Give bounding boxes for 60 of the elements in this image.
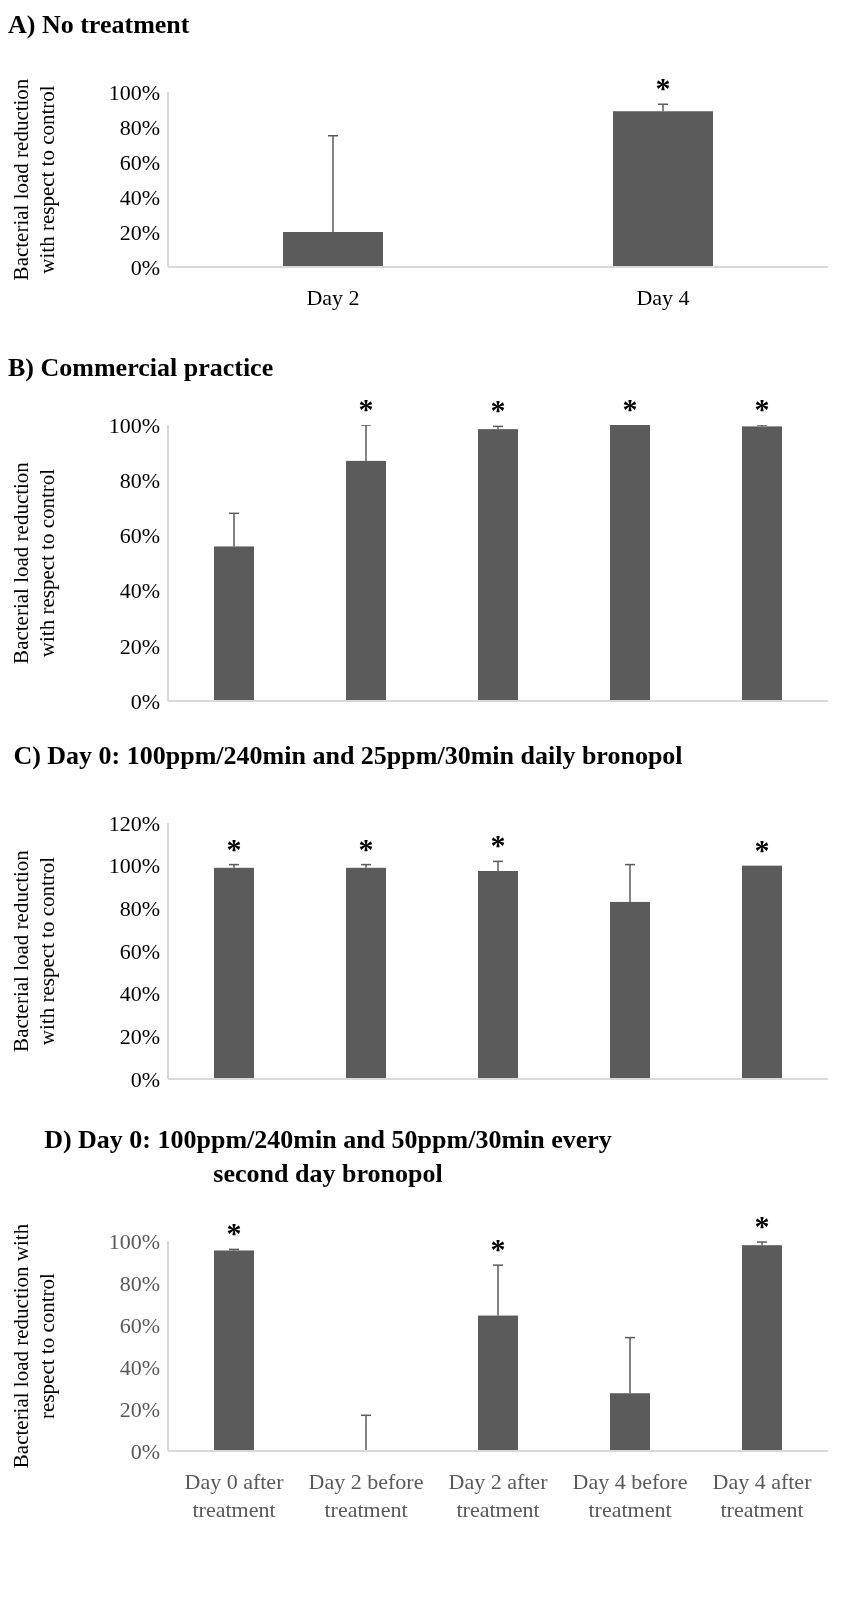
y-tick-label: 60%	[119, 938, 160, 964]
y-tick-label: 20%	[119, 1024, 160, 1050]
data-label: *	[226, 831, 242, 865]
data-label: *	[490, 393, 506, 427]
bar	[742, 865, 782, 1079]
bar	[478, 429, 518, 701]
data-label: *	[358, 831, 374, 865]
y-tick-label: 100%	[108, 79, 160, 105]
x-tick-label: Day 2	[306, 285, 360, 310]
y-tick-label: 80%	[119, 114, 160, 140]
y-tick-label: 80%	[119, 1270, 160, 1296]
y-tick-label: 0%	[130, 254, 160, 280]
chart-title: A) No treatment	[8, 9, 191, 41]
y-tick-label: 20%	[119, 1396, 160, 1422]
data-label: *	[490, 1232, 506, 1266]
y-tick-label: 100%	[108, 1228, 160, 1254]
chart-title: D) Day 0: 100ppm/240min and 50ppm/30min every second day bronopol	[43, 1124, 613, 1190]
data-label: *	[358, 392, 374, 425]
data-label: *	[622, 392, 638, 425]
y-tick-label: 0%	[130, 1066, 160, 1092]
y-tick-label: 60%	[119, 523, 160, 549]
y-tick-label: 0%	[130, 688, 160, 714]
y-axis-title: Bacterial load reduction with respect to control	[9, 461, 59, 664]
data-label: *	[754, 392, 770, 425]
y-tick-label: 20%	[119, 219, 160, 245]
bar	[214, 867, 254, 1079]
y-tick-label: 100%	[108, 412, 160, 438]
x-tick-label: Day 2 after treatment	[448, 1469, 549, 1522]
y-tick-label: 40%	[119, 184, 160, 210]
data-label: *	[754, 1209, 770, 1243]
chart-title: B) Commercial practice	[8, 352, 275, 384]
y-tick-label: 40%	[119, 981, 160, 1007]
y-tick-label: 60%	[119, 1312, 160, 1338]
y-tick-label: 100%	[108, 853, 160, 879]
data-label: *	[490, 828, 506, 862]
y-tick-label: 20%	[119, 633, 160, 659]
bar	[346, 867, 386, 1079]
bar	[742, 426, 782, 701]
bar	[214, 1250, 254, 1451]
y-tick-label: 80%	[119, 468, 160, 494]
data-label: *	[655, 71, 671, 105]
y-tick-label: 120%	[108, 810, 160, 836]
data-label: *	[226, 1216, 242, 1250]
x-tick-label: Day 4	[636, 285, 690, 310]
y-axis-title: Bacterial load reduction with respect to control	[9, 849, 59, 1052]
x-tick-label: Day 4 before treatment	[572, 1469, 688, 1522]
chart-title: C) Day 0: 100ppm/240min and 25ppm/30min daily bronopol	[12, 740, 684, 772]
y-tick-label: 0%	[130, 1438, 160, 1464]
bar	[742, 1245, 782, 1451]
data-label: *	[754, 832, 770, 866]
bar	[610, 425, 650, 701]
y-axis-title: Bacterial load reduction with respect to control	[9, 1223, 59, 1469]
y-tick-label: 40%	[119, 1354, 160, 1380]
y-tick-label: 40%	[119, 578, 160, 604]
x-tick-label: Day 0 after treatment	[184, 1469, 285, 1522]
y-axis-title: Bacterial load reduction with respect to control	[9, 78, 59, 281]
y-tick-label: 60%	[119, 149, 160, 175]
x-tick-label: Day 4 after treatment	[712, 1469, 813, 1522]
y-tick-label: 80%	[119, 896, 160, 922]
x-tick-label: Day 2 before treatment	[308, 1469, 424, 1522]
